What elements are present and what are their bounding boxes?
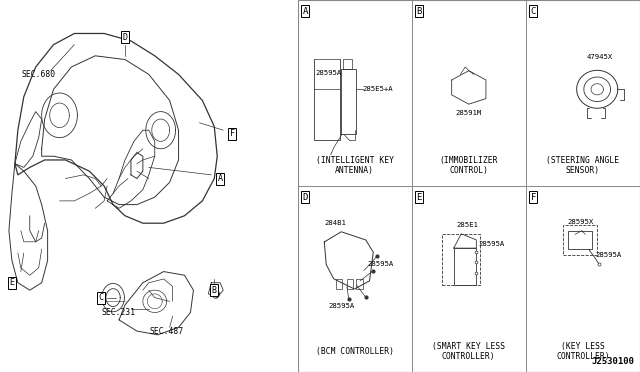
Text: (KEY LESS
CONTROLLER): (KEY LESS CONTROLLER) [556, 342, 610, 361]
Text: (INTELLIGENT KEY
ANTENNA): (INTELLIGENT KEY ANTENNA) [316, 156, 394, 175]
Text: SEC.487: SEC.487 [150, 327, 184, 336]
Text: 285E1: 285E1 [456, 222, 478, 228]
Bar [454, 248, 476, 285]
Text: B: B [417, 7, 422, 16]
Bar [568, 231, 592, 249]
Text: (BCM CONTROLLER): (BCM CONTROLLER) [316, 347, 394, 356]
Text: 47945X: 47945X [586, 54, 612, 60]
Text: B: B [212, 286, 217, 295]
Text: J2530100: J2530100 [592, 357, 635, 366]
Text: F: F [230, 129, 235, 138]
Text: C: C [99, 293, 104, 302]
Bar [343, 58, 352, 69]
Text: 28595A: 28595A [367, 262, 394, 267]
Text: E: E [417, 193, 422, 202]
Text: (STEERING ANGLE
SENSOR): (STEERING ANGLE SENSOR) [547, 156, 620, 175]
Text: SEC.231: SEC.231 [102, 308, 136, 317]
Text: 28595X: 28595X [567, 219, 593, 225]
Text: 28591M: 28591M [456, 110, 482, 116]
Text: D: D [303, 193, 308, 202]
Bar [563, 225, 597, 255]
Text: 28595A: 28595A [328, 304, 355, 310]
Text: 285E5+A: 285E5+A [363, 86, 394, 92]
Bar [442, 234, 480, 285]
Text: C: C [531, 7, 536, 16]
Text: SEC.680: SEC.680 [22, 70, 56, 79]
Bar [341, 69, 356, 134]
Text: 28595A: 28595A [478, 241, 504, 247]
Text: F: F [531, 193, 536, 202]
Text: A: A [218, 174, 223, 183]
Text: 28595A: 28595A [595, 252, 621, 258]
Bar [335, 279, 342, 289]
Text: 284B1: 284B1 [324, 219, 346, 225]
Text: (SMART KEY LESS
CONTROLLER): (SMART KEY LESS CONTROLLER) [432, 342, 506, 361]
Text: A: A [303, 7, 308, 16]
Text: (IMMOBILIZER
CONTROL): (IMMOBILIZER CONTROL) [440, 156, 498, 175]
Text: D: D [122, 33, 127, 42]
Text: 28595A: 28595A [316, 70, 342, 76]
Bar [356, 279, 363, 289]
Text: E: E [10, 278, 15, 287]
Bar [347, 279, 353, 289]
